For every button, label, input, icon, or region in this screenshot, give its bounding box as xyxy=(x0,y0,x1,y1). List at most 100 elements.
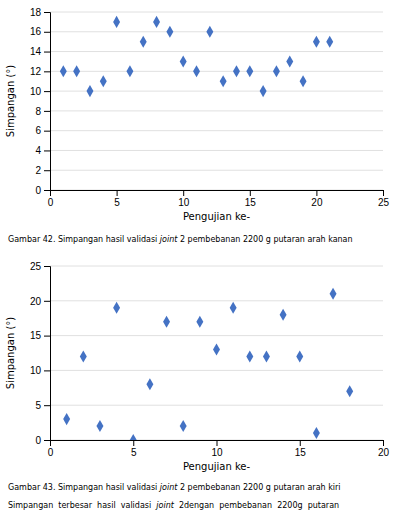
point xyxy=(130,434,137,440)
chart: 0510152025024681012141618Pengujian ke-Si… xyxy=(5,7,389,244)
point xyxy=(180,55,187,67)
tick: 18 xyxy=(30,7,50,18)
point xyxy=(206,26,213,38)
caption-part: 2 pembebanan 2200 g putaran arah kiri xyxy=(177,483,340,492)
y-axis: 0510152025 xyxy=(30,261,51,446)
tick-label: 10 xyxy=(30,365,42,376)
x-axis: 05101520 xyxy=(48,440,390,458)
point xyxy=(73,65,80,77)
point xyxy=(166,26,173,38)
caption: Gambar 43. Simpangan hasil validasi join… xyxy=(8,483,341,492)
point xyxy=(63,413,70,425)
tick-label: 0 xyxy=(48,197,54,208)
point xyxy=(263,350,270,362)
tick-mark xyxy=(183,190,184,196)
tick-mark xyxy=(44,405,50,406)
tick-mark xyxy=(44,266,50,267)
tick-label: 10 xyxy=(178,197,190,208)
point xyxy=(330,288,337,300)
point xyxy=(213,343,220,355)
point xyxy=(86,85,93,97)
grid xyxy=(50,12,383,190)
grid-line xyxy=(50,91,383,92)
point xyxy=(100,75,107,87)
tick-label: 14 xyxy=(30,46,42,57)
point xyxy=(313,427,320,439)
points xyxy=(60,16,333,97)
point xyxy=(146,378,153,390)
tick-mark xyxy=(44,12,50,13)
grid-line xyxy=(50,300,383,301)
point xyxy=(96,420,103,432)
tick-label: 5 xyxy=(131,447,137,458)
caption-part: 2dengan pembebanan 2200g putaran xyxy=(174,501,339,510)
tick-mark xyxy=(316,190,317,196)
tick-label: 20 xyxy=(30,296,42,307)
tick-label: 5 xyxy=(35,400,41,411)
tick-label: 8 xyxy=(35,106,41,117)
tick-label: 2 xyxy=(35,165,41,176)
caption: Simpangan terbesar hasil validasi joint … xyxy=(8,501,339,510)
caption-part: joint xyxy=(159,235,178,244)
tick-mark xyxy=(217,440,218,446)
tick-label: 10 xyxy=(30,86,42,97)
tick-label: 0 xyxy=(48,447,54,458)
grid-line xyxy=(50,370,383,371)
point xyxy=(153,16,160,28)
caption-part: 2 pembebanan 2200 g putaran arah kanan xyxy=(177,235,352,244)
tick: 20 xyxy=(30,296,50,307)
grid-line xyxy=(50,130,383,131)
y-axis-title: Simpangan (°) xyxy=(5,317,16,390)
tick-label: 16 xyxy=(30,26,42,37)
tick: 5 xyxy=(114,190,120,208)
axis-line xyxy=(51,441,384,447)
point xyxy=(126,65,133,77)
point xyxy=(163,316,170,328)
tick: 6 xyxy=(35,125,50,136)
caption-part: Simpangan terbesar hasil validasi xyxy=(8,501,156,510)
tick-mark xyxy=(44,111,50,112)
axis-line xyxy=(44,267,51,441)
caption: Gambar 42. Simpangan hasil validasi join… xyxy=(8,235,353,244)
tick-label: 6 xyxy=(35,125,41,136)
point xyxy=(140,36,147,48)
grid-line xyxy=(50,110,383,111)
tick-mark xyxy=(300,440,301,446)
tick: 15 xyxy=(295,440,307,458)
point xyxy=(260,85,267,97)
tick: 0 xyxy=(48,440,54,458)
tick-label: 15 xyxy=(30,330,42,341)
figure: 0510152025024681012141618Pengujian ke-Si… xyxy=(0,0,399,517)
tick: 10 xyxy=(30,365,50,376)
tick: 5 xyxy=(35,400,50,411)
tick-mark xyxy=(44,91,50,92)
point xyxy=(80,350,87,362)
grid-line xyxy=(50,150,383,151)
axis-line xyxy=(51,191,384,197)
tick: 20 xyxy=(378,440,390,458)
tick: 2 xyxy=(35,165,50,176)
tick-mark xyxy=(44,150,50,151)
tick: 25 xyxy=(30,261,50,272)
tick-label: 20 xyxy=(378,447,390,458)
tick: 14 xyxy=(30,46,50,57)
point xyxy=(60,65,67,77)
tick-mark xyxy=(44,190,50,191)
y-axis: 024681012141618 xyxy=(30,7,51,196)
tick-mark xyxy=(117,190,118,196)
point xyxy=(220,75,227,87)
point xyxy=(113,302,120,314)
point xyxy=(296,350,303,362)
tick-mark xyxy=(44,301,50,302)
x-axis-title: Pengujian ke- xyxy=(183,211,251,222)
axis-line xyxy=(44,13,51,191)
tick: 0 xyxy=(48,190,54,208)
tick-mark xyxy=(44,370,50,371)
tick: 4 xyxy=(35,145,50,156)
tick: 16 xyxy=(30,26,50,37)
point xyxy=(246,350,253,362)
y-axis-title: Simpangan (°) xyxy=(5,65,16,138)
point xyxy=(113,16,120,28)
point xyxy=(180,420,187,432)
tick: 15 xyxy=(245,190,257,208)
